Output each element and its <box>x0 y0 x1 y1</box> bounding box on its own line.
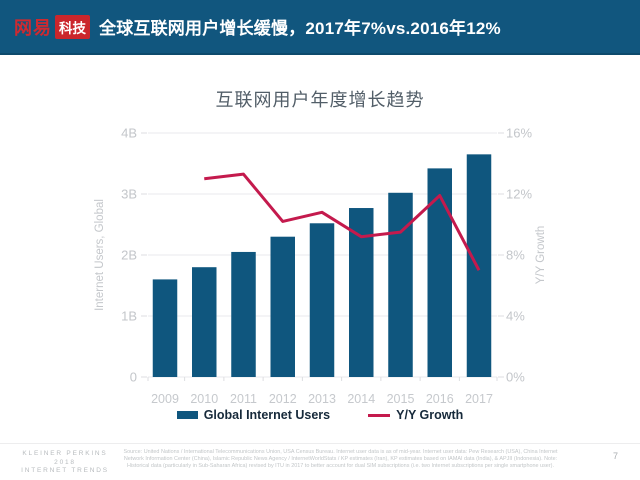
left-tick-label: 1B <box>121 309 137 324</box>
kp-line-3: INTERNET TRENDS <box>21 467 109 474</box>
headline: 全球互联网用户增长缓慢，2017年7%vs.2016年12% <box>99 19 501 38</box>
year-label-2010: 2010 <box>190 392 218 406</box>
year-label-2014: 2014 <box>347 392 375 406</box>
right-tick-label: 4% <box>506 309 525 324</box>
tech-logo-badge: 科技 <box>55 14 90 39</box>
page-number: 7 <box>612 451 618 461</box>
bar-2014 <box>349 208 374 377</box>
kp-line-1: KLEINER PERKINS <box>22 450 108 457</box>
bar-2009 <box>152 279 178 377</box>
bar-swatch <box>176 411 198 419</box>
right-tick-label: 0% <box>506 370 525 385</box>
source-note: Source: United Nations / International T… <box>123 448 558 469</box>
year-label-2017: 2017 <box>465 392 493 406</box>
left-tick-label: 3B <box>121 187 137 202</box>
legend-label-line: Y/Y Growth <box>396 408 464 422</box>
legend-label-bars: Global Internet Users <box>203 408 331 422</box>
legend-item-line: Y/Y Growth <box>368 408 463 422</box>
chart-legend: Global Internet Users Y/Y Growth <box>0 408 640 422</box>
kleiner-perkins-mark: KLEINER PERKINS 2018 INTERNET TRENDS <box>10 450 120 476</box>
legend-item-bars: Global Internet Users <box>176 408 331 422</box>
bar-2017 <box>466 154 492 377</box>
line-swatch <box>368 413 391 417</box>
chart-title: 互联网用户年度增长趋势 <box>215 90 425 110</box>
right-tick-label: 12% <box>506 187 532 202</box>
header-bar: 网易 科技 全球互联网用户增长缓慢，2017年7%vs.2016年12% <box>0 0 640 55</box>
left-tick-label: 0 <box>130 370 137 385</box>
bar-2016 <box>427 168 452 377</box>
right-tick-label: 8% <box>506 248 525 263</box>
left-tick-label: 2B <box>121 248 137 263</box>
year-label-2011: 2011 <box>230 392 257 406</box>
bar-2015 <box>388 192 413 377</box>
netease-logo-text: 网易 <box>14 17 52 38</box>
netease-tech-logo: 网易 科技 <box>14 14 90 40</box>
year-label-2009: 2009 <box>151 392 179 406</box>
left-tick-label: 4B <box>121 126 137 141</box>
year-label-2012: 2012 <box>269 392 297 406</box>
bar-2010 <box>192 267 217 377</box>
year-label-2016: 2016 <box>426 392 454 406</box>
bar-2011 <box>231 251 256 377</box>
year-label-2013: 2013 <box>308 392 336 406</box>
bar-2012 <box>270 236 295 377</box>
kp-line-2: 2018 <box>54 458 76 466</box>
footer-divider <box>0 443 640 444</box>
bar-2013 <box>309 223 335 377</box>
growth-line <box>204 172 481 271</box>
right-tick-label: 16% <box>506 126 532 141</box>
source-note-container: Source: United Nations / International T… <box>120 448 560 478</box>
year-label-2015: 2015 <box>387 392 415 406</box>
